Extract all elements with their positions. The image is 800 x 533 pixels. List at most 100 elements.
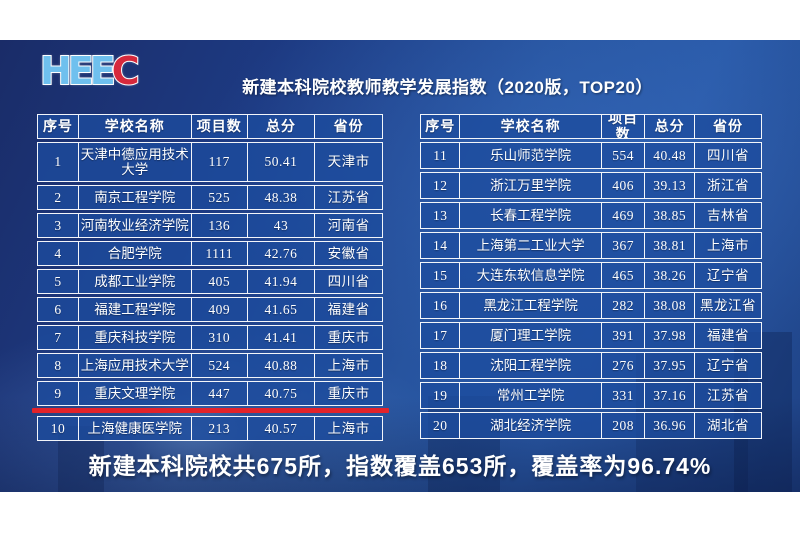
rank-cell: 10	[50, 420, 66, 436]
score-cell: 40.57	[246, 417, 314, 440]
table-row: 2 南京工程学院 525 48.38 江苏省	[37, 185, 383, 210]
table-row: 5 成都工业学院 405 41.94 四川省	[37, 269, 383, 294]
projects-cell: 310	[190, 326, 247, 349]
school-cell: 长春工程学院	[459, 203, 600, 228]
score-cell: 42.76	[246, 242, 314, 265]
slide-background: HEEC 新建本科院校教师教学发展指数（2020版，TOP20） 序号 学校名称…	[0, 40, 800, 492]
table-body: 11 乐山师范学院 554 40.48 四川省 12 浙江万里学院 406 39…	[420, 142, 762, 439]
table-row: 7 重庆科技学院 310 41.41 重庆市	[37, 325, 383, 350]
table-row: 12 浙江万里学院 406 39.13 浙江省	[420, 172, 762, 199]
projects-cell: 554	[600, 143, 645, 168]
table-row: 1 天津中德应用技术大学 117 50.41 天津市	[37, 142, 383, 182]
school-cell: 重庆科技学院	[77, 326, 191, 349]
province-cell: 重庆市	[314, 326, 382, 349]
projects-cell: 391	[600, 323, 645, 348]
province-cell: 江苏省	[693, 383, 761, 408]
province-cell: 辽宁省	[693, 263, 761, 288]
projects-cell: 405	[190, 270, 247, 293]
school-cell: 上海健康医学院	[77, 417, 191, 440]
projects-cell: 282	[600, 293, 645, 318]
school-cell: 乐山师范学院	[459, 143, 600, 168]
header-projects: 项目数	[190, 115, 247, 138]
score-cell: 38.26	[644, 263, 694, 288]
header-school: 学校名称	[77, 115, 191, 138]
score-cell: 41.65	[246, 298, 314, 321]
province-cell: 上海市	[314, 354, 382, 377]
school-cell: 成都工业学院	[77, 270, 191, 293]
table-header-row: 序号 学校名称 项目数 总分 省份	[37, 114, 383, 139]
highlight-underline	[32, 408, 389, 413]
projects-cell: 367	[600, 233, 645, 258]
province-cell: 湖北省	[693, 413, 761, 438]
school-cell: 大连东软信息学院	[459, 263, 600, 288]
score-cell: 40.75	[246, 382, 314, 405]
header-province: 省份	[693, 115, 761, 138]
score-cell: 36.96	[644, 413, 694, 438]
table-row: 18 沈阳工程学院 276 37.95 辽宁省	[420, 352, 762, 379]
table-row: 14 上海第二工业大学 367 38.81 上海市	[420, 232, 762, 259]
rank-cell: 3	[54, 217, 62, 233]
score-cell: 40.48	[644, 143, 694, 168]
province-cell: 黑龙江省	[693, 293, 761, 318]
score-cell: 37.98	[644, 323, 694, 348]
score-cell: 39.13	[644, 173, 694, 198]
rank-cell: 2	[54, 189, 62, 205]
school-cell: 福建工程学院	[77, 298, 191, 321]
school-cell: 重庆文理学院	[77, 382, 191, 405]
rank-cell: 13	[432, 207, 448, 223]
rank-cell: 18	[432, 357, 448, 373]
table-body: 1 天津中德应用技术大学 117 50.41 天津市 2 南京工程学院 525 …	[37, 142, 383, 441]
projects-cell: 213	[190, 417, 247, 440]
projects-cell: 465	[600, 263, 645, 288]
projects-cell: 136	[190, 214, 247, 237]
projects-cell: 331	[600, 383, 645, 408]
rank-cell: 16	[432, 297, 448, 313]
school-cell: 上海第二工业大学	[459, 233, 600, 258]
score-cell: 41.94	[246, 270, 314, 293]
school-cell: 黑龙江工程学院	[459, 293, 600, 318]
header-rank: 序号	[425, 117, 456, 134]
table-row: 17 厦门理工学院 391 37.98 福建省	[420, 322, 762, 349]
summary-text: 新建本科院校共675所，指数覆盖653所，覆盖率为96.74%	[88, 453, 712, 479]
province-cell: 浙江省	[693, 173, 761, 198]
projects-cell: 117	[190, 143, 247, 181]
table-row: 19 常州工学院 331 37.16 江苏省	[420, 382, 762, 409]
header-rank: 序号	[42, 117, 73, 134]
table-row: 11 乐山师范学院 554 40.48 四川省	[420, 142, 762, 169]
projects-cell: 447	[190, 382, 247, 405]
province-cell: 四川省	[693, 143, 761, 168]
projects-cell: 208	[600, 413, 645, 438]
projects-cell: 469	[600, 203, 645, 228]
table-row: 8 上海应用技术大学 524 40.88 上海市	[37, 353, 383, 378]
projects-cell: 525	[190, 186, 247, 209]
score-cell: 37.16	[644, 383, 694, 408]
heec-logo: HEEC	[39, 51, 141, 91]
header-projects: 项目数	[600, 115, 645, 138]
header-score: 总分	[246, 115, 314, 138]
school-cell: 南京工程学院	[77, 186, 191, 209]
province-cell: 安徽省	[314, 242, 382, 265]
rank-cell: 4	[54, 245, 62, 261]
page-title: 新建本科院校教师教学发展指数（2020版，TOP20）	[242, 78, 653, 97]
ranking-table-right: 序号 学校名称 项目数 总分 省份 11 乐山师范学院 554 40.48 四川…	[420, 114, 762, 444]
province-cell: 上海市	[314, 417, 382, 440]
province-cell: 吉林省	[693, 203, 761, 228]
school-cell: 沈阳工程学院	[459, 353, 600, 378]
score-cell: 41.41	[246, 326, 314, 349]
projects-cell: 1111	[190, 242, 247, 265]
score-cell: 38.85	[644, 203, 694, 228]
projects-cell: 524	[190, 354, 247, 377]
school-cell: 浙江万里学院	[459, 173, 600, 198]
province-cell: 辽宁省	[693, 353, 761, 378]
school-cell: 上海应用技术大学	[77, 354, 191, 377]
projects-cell: 409	[190, 298, 247, 321]
province-cell: 江苏省	[314, 186, 382, 209]
score-cell: 38.81	[644, 233, 694, 258]
school-cell: 河南牧业经济学院	[77, 214, 191, 237]
header-school: 学校名称	[459, 115, 600, 138]
province-cell: 天津市	[314, 143, 382, 181]
score-cell: 37.95	[644, 353, 694, 378]
school-cell: 天津中德应用技术大学	[77, 143, 191, 181]
province-cell: 福建省	[693, 323, 761, 348]
